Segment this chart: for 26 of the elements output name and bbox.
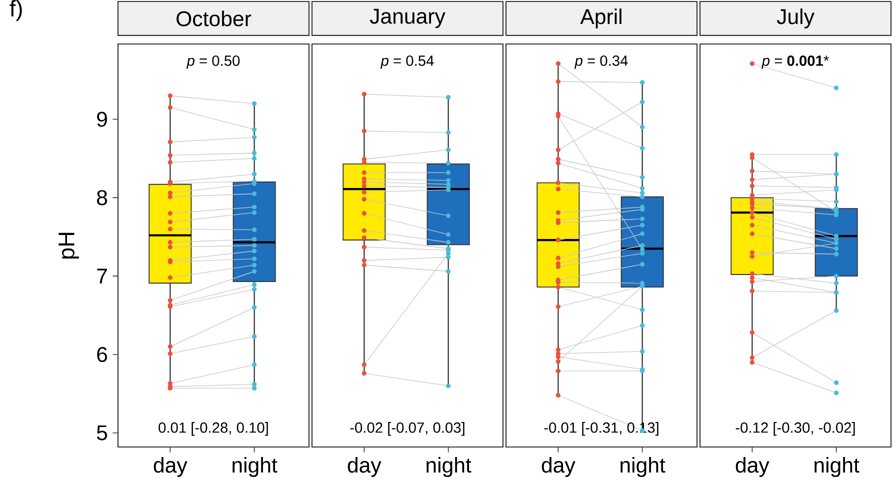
annotation: p = 0.001*	[762, 56, 829, 69]
chart-title: January	[370, 8, 446, 28]
x-tick-label: night	[232, 457, 278, 477]
annotation: -0.12 [-0.30, -0.02]	[736, 422, 855, 436]
x-tick-label: night	[620, 457, 666, 477]
y-tick-label: 9	[97, 112, 107, 127]
y-tick-label: 7	[97, 268, 107, 284]
x-tick-label: night	[426, 457, 472, 477]
y-tick-label: 5	[96, 425, 108, 440]
x-tick-label: night	[814, 457, 860, 477]
x-tick-label: day	[348, 457, 382, 477]
annotation: 0.01 [-0.28, 0.10]	[158, 422, 268, 436]
annotation: -0.02 [-0.07, 0.03]	[350, 422, 464, 436]
chart-title: July	[776, 8, 814, 28]
y-tick-label: 6	[97, 346, 108, 362]
y-axis-title: pH	[58, 232, 79, 259]
x-tick-label: day	[154, 457, 188, 477]
y-tick-label: 8	[97, 190, 108, 206]
chart-title: April	[580, 8, 622, 28]
x-tick-label: day	[736, 457, 770, 477]
chart-title: October	[176, 10, 252, 26]
annotation: p = 0.50	[186, 56, 240, 69]
x-tick-label: day	[542, 457, 576, 477]
text: f)	[10, 0, 22, 22]
annotation: p = 0.34	[574, 56, 628, 69]
annotation: p = 0.54	[380, 56, 434, 69]
